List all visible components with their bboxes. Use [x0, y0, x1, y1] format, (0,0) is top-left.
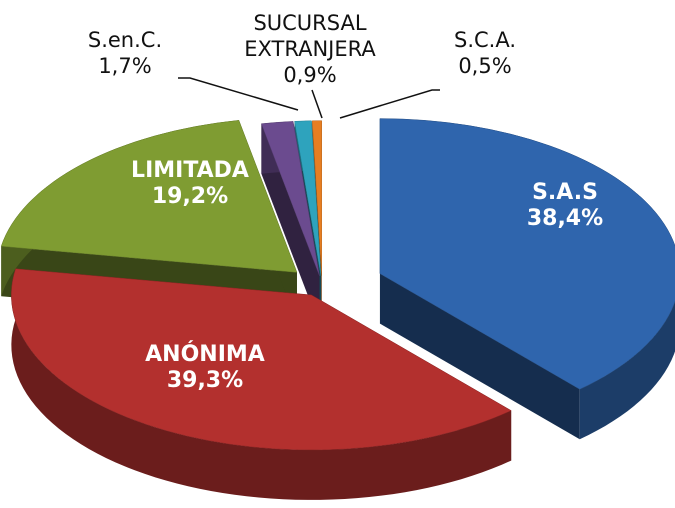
value-label: 39,3% — [166, 368, 244, 393]
category-label: ANÓNIMA — [145, 342, 265, 367]
category-label: LIMITADA — [131, 158, 249, 183]
category-label: S.C.A. — [453, 28, 516, 52]
slice-top — [11, 268, 512, 451]
slice — [11, 268, 512, 500]
slice-label: LIMITADA 19,2% — [100, 158, 280, 210]
slice-side — [379, 273, 580, 440]
slice-label: SUCURSAL EXTRANJERA 0,9% — [215, 10, 405, 88]
slice-label: S.A.S 38,4% — [490, 180, 640, 232]
value-label: 19,2% — [151, 184, 229, 209]
slice-label: S.en.C. 1,7% — [70, 27, 180, 79]
slice-wall — [11, 268, 512, 500]
value-label: 38,4% — [526, 206, 604, 231]
slice-side — [261, 123, 320, 326]
category-label: SUCURSAL EXTRANJERA — [244, 11, 376, 61]
leader-line — [311, 89, 323, 119]
slice — [379, 118, 675, 440]
leader-line — [339, 89, 440, 119]
category-label: S.A.S — [532, 180, 598, 205]
category-label: S.en.C. — [87, 28, 163, 52]
slice-top — [0, 120, 298, 273]
value-label: 0,9% — [283, 63, 337, 87]
slice-label: S.C.A. 0,5% — [430, 27, 540, 79]
slices — [0, 118, 675, 500]
slice-top — [312, 120, 322, 276]
value-label: 0,5% — [458, 54, 512, 78]
slice-top — [379, 118, 675, 390]
leader-line — [178, 77, 299, 111]
value-label: 1,7% — [98, 54, 152, 78]
slice-top — [294, 120, 322, 276]
slice-label: ANÓNIMA 39,3% — [120, 342, 290, 394]
slice-top — [261, 121, 320, 276]
slice — [261, 121, 320, 326]
